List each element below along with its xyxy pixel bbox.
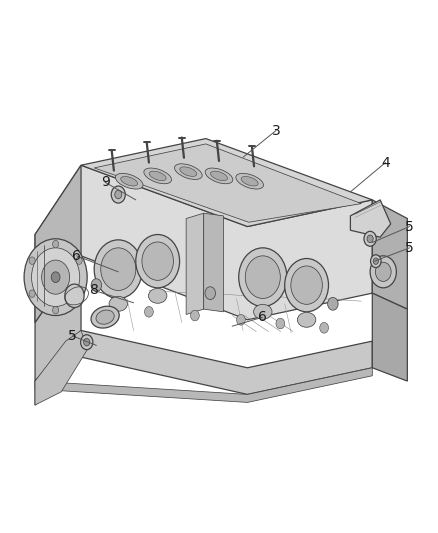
Circle shape xyxy=(84,338,90,346)
Circle shape xyxy=(142,242,173,280)
Circle shape xyxy=(115,190,122,199)
Circle shape xyxy=(81,335,93,350)
Circle shape xyxy=(53,240,59,248)
Ellipse shape xyxy=(96,310,114,324)
Polygon shape xyxy=(372,293,407,381)
Circle shape xyxy=(364,231,376,246)
Circle shape xyxy=(76,257,82,264)
Text: 6: 6 xyxy=(72,249,81,263)
Polygon shape xyxy=(204,213,223,312)
Text: 8: 8 xyxy=(90,284,99,297)
Ellipse shape xyxy=(148,288,167,303)
Ellipse shape xyxy=(144,168,172,184)
Polygon shape xyxy=(35,330,372,405)
Circle shape xyxy=(94,240,142,298)
Circle shape xyxy=(29,290,35,297)
Polygon shape xyxy=(35,256,81,381)
Circle shape xyxy=(375,262,391,281)
Circle shape xyxy=(285,259,328,312)
Text: 6: 6 xyxy=(258,310,267,324)
Circle shape xyxy=(367,235,373,243)
Circle shape xyxy=(237,314,245,325)
Circle shape xyxy=(76,290,82,297)
Circle shape xyxy=(136,235,180,288)
Ellipse shape xyxy=(236,173,264,189)
Circle shape xyxy=(32,248,80,306)
Ellipse shape xyxy=(211,171,227,181)
Text: 4: 4 xyxy=(381,156,390,169)
Circle shape xyxy=(42,260,70,294)
Polygon shape xyxy=(35,165,372,322)
Text: 9: 9 xyxy=(101,175,110,189)
Circle shape xyxy=(205,287,215,300)
Circle shape xyxy=(145,306,153,317)
Ellipse shape xyxy=(109,296,127,311)
Polygon shape xyxy=(94,144,361,222)
Ellipse shape xyxy=(115,173,143,189)
Circle shape xyxy=(245,256,280,298)
Ellipse shape xyxy=(149,171,166,181)
Polygon shape xyxy=(81,139,372,227)
Circle shape xyxy=(29,257,35,264)
Ellipse shape xyxy=(254,304,272,319)
Circle shape xyxy=(111,186,125,203)
Ellipse shape xyxy=(205,168,233,184)
Text: 5: 5 xyxy=(405,241,414,255)
Ellipse shape xyxy=(241,176,258,186)
Circle shape xyxy=(51,272,60,282)
Polygon shape xyxy=(372,200,407,309)
Circle shape xyxy=(53,306,59,314)
Circle shape xyxy=(320,322,328,333)
Polygon shape xyxy=(35,330,88,405)
Ellipse shape xyxy=(121,176,138,186)
Ellipse shape xyxy=(180,167,197,176)
Polygon shape xyxy=(350,200,391,237)
Ellipse shape xyxy=(297,312,316,327)
Circle shape xyxy=(191,310,199,321)
Circle shape xyxy=(291,266,322,304)
Text: 5: 5 xyxy=(68,329,77,343)
Text: 5: 5 xyxy=(405,220,414,233)
Circle shape xyxy=(370,256,396,288)
Circle shape xyxy=(276,318,285,329)
Text: 3: 3 xyxy=(272,124,280,138)
Circle shape xyxy=(65,284,84,308)
Polygon shape xyxy=(35,368,372,402)
Circle shape xyxy=(24,239,87,316)
Ellipse shape xyxy=(91,306,119,328)
Circle shape xyxy=(91,279,102,292)
Circle shape xyxy=(328,297,338,310)
Circle shape xyxy=(107,312,116,322)
Polygon shape xyxy=(186,213,204,314)
Circle shape xyxy=(371,255,381,268)
Ellipse shape xyxy=(174,164,202,180)
Polygon shape xyxy=(35,165,81,322)
Circle shape xyxy=(101,248,136,290)
Circle shape xyxy=(373,258,378,264)
Circle shape xyxy=(239,248,287,306)
